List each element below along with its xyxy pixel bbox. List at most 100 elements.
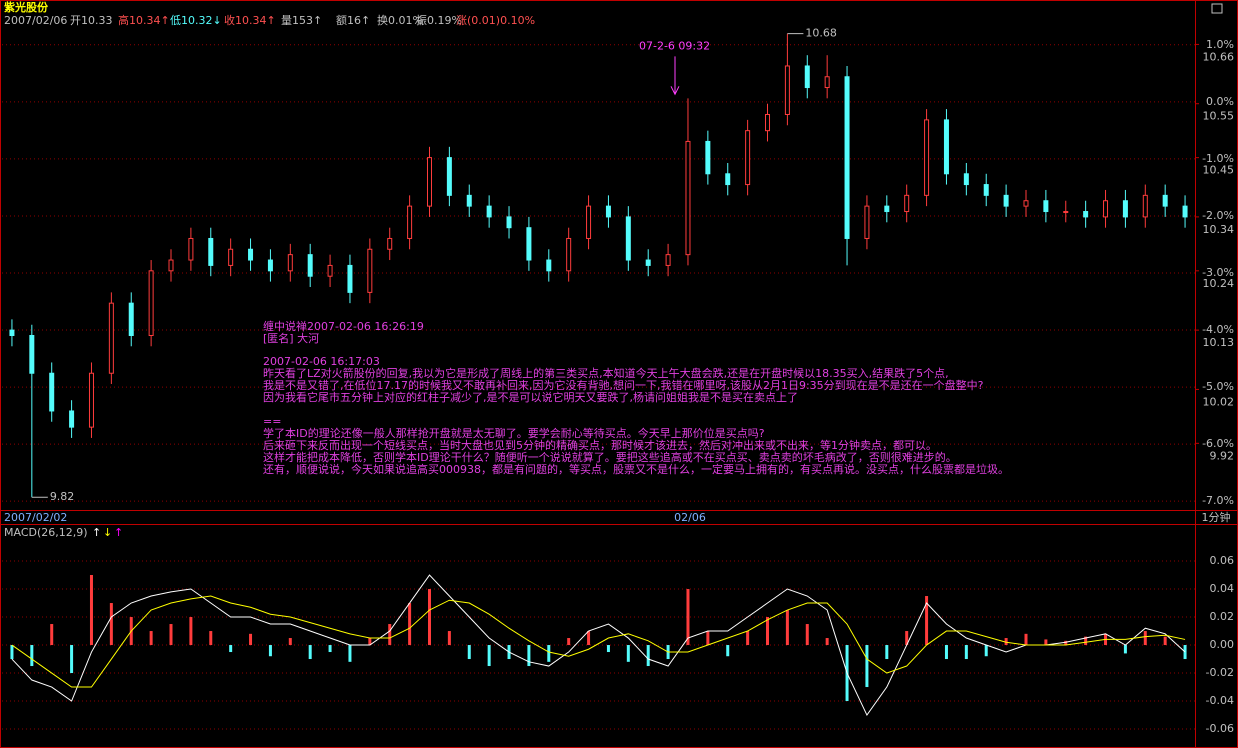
candle-body bbox=[69, 410, 75, 428]
candle-body bbox=[29, 335, 35, 374]
candle-body bbox=[307, 254, 313, 277]
y-tick-label: 10.24 bbox=[1203, 277, 1235, 290]
candle-body bbox=[586, 205, 592, 239]
x-axis-label: 02/06 bbox=[674, 511, 706, 524]
y-tick-label: 0.02 bbox=[1210, 610, 1235, 623]
comment-line: 因为我看它尾市五分钟上对应的红柱子减少了,是不是可以说它明天又要跌了,杨请问姐姐… bbox=[263, 390, 798, 404]
candle-body bbox=[685, 140, 691, 256]
candle-body bbox=[1083, 211, 1089, 218]
candle-body bbox=[9, 329, 15, 337]
candle-body bbox=[1103, 200, 1109, 218]
candle-body bbox=[168, 259, 174, 272]
candle-body bbox=[1043, 200, 1049, 213]
y2-tick-label: -2.0% bbox=[1202, 209, 1234, 222]
candle-body bbox=[745, 130, 751, 186]
quote-item: 换0.01% bbox=[377, 13, 423, 27]
y-tick-label: 10.55 bbox=[1203, 110, 1235, 123]
candle-body bbox=[546, 259, 552, 272]
comment-line: 昨天看了LZ对火箭股份的回复,我以为它是形成了周线上的第三类买点,本知道今天上午… bbox=[263, 366, 949, 380]
quote-row: 2007/02/06 开10.33 高10.34↑ 低10.32↓ 收10.34↑ 量15… bbox=[4, 13, 535, 27]
candle-body bbox=[506, 216, 512, 229]
candle-body bbox=[884, 205, 890, 213]
y-tick-label: 10.66 bbox=[1203, 50, 1235, 63]
candle-body bbox=[188, 237, 194, 261]
comment-line: 缠中说禅2007-02-06 16:26:19 bbox=[263, 319, 424, 333]
candle-body bbox=[267, 259, 273, 272]
candle-body bbox=[625, 216, 631, 261]
candle-body bbox=[248, 248, 254, 261]
comment-line: 学了本ID的理论还像一般人那样抢开盘就是太无聊了。要学会耐心等待买点。今天早上那… bbox=[263, 426, 765, 440]
candle-body bbox=[486, 205, 492, 218]
quote-item: 收10.34↑ bbox=[224, 13, 276, 27]
candle-body bbox=[287, 254, 293, 272]
quote-item: 低10.32↓ bbox=[170, 14, 222, 27]
y-tick-label: 9.92 bbox=[1210, 449, 1235, 462]
quote-item: 额16↑ bbox=[336, 14, 370, 27]
y-tick-label: -0.06 bbox=[1206, 722, 1234, 735]
candle-body bbox=[1003, 194, 1009, 207]
comment-line: == bbox=[263, 415, 281, 428]
candle-body bbox=[228, 248, 234, 266]
candle-body bbox=[963, 173, 969, 186]
window-button[interactable] bbox=[1211, 3, 1223, 14]
candle-body bbox=[844, 76, 850, 239]
candle-body bbox=[804, 65, 810, 89]
candle-body bbox=[983, 184, 989, 196]
candle-body bbox=[1142, 194, 1148, 218]
candle-body bbox=[208, 237, 214, 266]
indicator-marker: ↑ bbox=[92, 526, 101, 539]
stock-name: 紫光股份 bbox=[4, 0, 49, 14]
candle-body bbox=[1182, 205, 1188, 218]
candle-body bbox=[924, 119, 930, 196]
candle-body bbox=[725, 173, 731, 186]
y-tick-label: 10.45 bbox=[1203, 164, 1235, 177]
y-tick-label: -0.02 bbox=[1206, 666, 1234, 679]
y2-tick-label: -1.0% bbox=[1202, 152, 1234, 165]
candle-body bbox=[446, 157, 452, 196]
y2-tick-label: -7.0% bbox=[1202, 494, 1234, 507]
candle-body bbox=[49, 372, 55, 412]
candle-body bbox=[943, 119, 949, 175]
candle-body bbox=[407, 205, 413, 239]
high-label: 10.68 bbox=[805, 27, 837, 40]
candle-body bbox=[824, 76, 830, 89]
candle-body bbox=[1063, 211, 1069, 214]
quote-item: 高10.34↑ bbox=[118, 13, 170, 27]
candle-body bbox=[665, 254, 671, 266]
y-tick-label: 10.02 bbox=[1203, 395, 1235, 408]
comment-line: [匿名] 大河 bbox=[263, 331, 319, 345]
candle-body bbox=[148, 270, 154, 337]
period: 1分钟 bbox=[1202, 510, 1231, 524]
indicator-marker: ↓ bbox=[103, 526, 112, 539]
candle-body bbox=[367, 248, 373, 293]
candle-body bbox=[784, 65, 790, 115]
candle-body bbox=[645, 259, 651, 266]
macd-panel: 0.06 0.04 0.02 0.00 -0.02 -0.04 -0.06 MACD(26,1… bbox=[2, 526, 1234, 735]
indicator-title: MACD(26,12,9) bbox=[4, 526, 88, 539]
y-tick-label: -0.04 bbox=[1206, 694, 1234, 707]
candle-body bbox=[705, 140, 711, 175]
candle-body bbox=[566, 237, 572, 272]
y-tick-label: 0.06 bbox=[1210, 554, 1235, 567]
comment-line: 我是不是又错了,在低位17.17的时候我又不敢再补回来,因为它没有背驰,想问一下… bbox=[263, 378, 984, 392]
comment-line: 还有，顺便说说，今天如果说追高买000938，都是有问题的，等买点，股票又不是什… bbox=[263, 462, 1009, 476]
candle-body bbox=[765, 113, 771, 132]
candle-body bbox=[466, 194, 472, 207]
y2-tick-label: 1.0% bbox=[1206, 38, 1234, 51]
candle-body bbox=[1122, 200, 1128, 218]
quote-item: 涨(0.01)0.10% bbox=[456, 14, 535, 27]
candle-body bbox=[88, 372, 94, 428]
annotation-arrow bbox=[670, 56, 680, 96]
comment-line: 这样才能把成本降低，否则学本ID理论干什么？随便听一个说说就算了。要把这些追高或… bbox=[263, 450, 957, 464]
low-label: 9.82 bbox=[50, 490, 74, 503]
indicator-marker: ↑ bbox=[114, 526, 123, 539]
y2-tick-label: 0.0% bbox=[1206, 95, 1234, 108]
price-panel: 1.0% 0.0% -1.0% -2.0% -3.0% -4.0% -5.0% -6.0% -7… bbox=[2, 27, 1234, 524]
y2-tick-label: -4.0% bbox=[1202, 323, 1234, 336]
quote-item: 2007/02/06 bbox=[4, 14, 67, 27]
macd-line bbox=[11, 574, 1186, 717]
candle-body bbox=[526, 227, 532, 261]
y2-tick-label: -6.0% bbox=[1202, 437, 1234, 450]
comment: 缠中说禅2007-02-06 16:26:19[匿名] 大河 2007-02-06… bbox=[263, 319, 1009, 476]
